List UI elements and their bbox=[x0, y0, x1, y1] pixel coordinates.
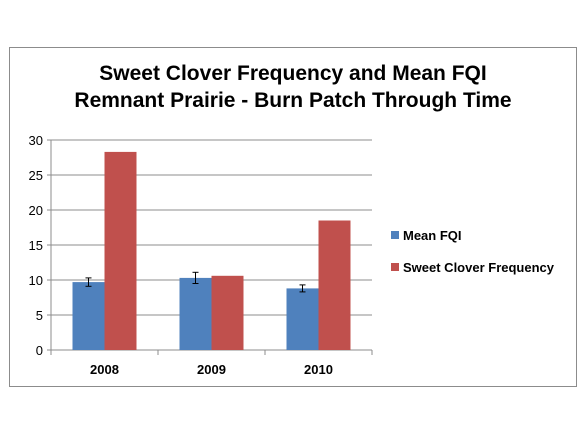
bar bbox=[318, 220, 351, 350]
bar bbox=[286, 288, 319, 350]
y-tick-label: 0 bbox=[36, 343, 43, 358]
x-tick-label: 2008 bbox=[90, 362, 119, 377]
bar-chart: 0 5 10 15 20 25 30 2008 2009 2010 Mean FQI Sweet Cl… bbox=[29, 133, 555, 377]
legend-swatch bbox=[391, 263, 399, 271]
x-tick-label: 2010 bbox=[304, 362, 333, 377]
y-tick-label: 20 bbox=[29, 203, 43, 218]
y-tick-label: 15 bbox=[29, 238, 43, 253]
legend-label: Sweet Clover Frequency bbox=[403, 260, 555, 275]
chart-title-line-2: Remnant Prairie - Burn Patch Through Tim… bbox=[74, 89, 512, 112]
y-tick-label: 10 bbox=[29, 273, 43, 288]
bar bbox=[104, 151, 137, 350]
bar bbox=[211, 275, 244, 350]
bar bbox=[179, 277, 212, 350]
chart-title-line-1: Sweet Clover Frequency and Mean FQI bbox=[99, 62, 487, 85]
chart-title: Sweet Clover Frequency and Mean FQI Remn… bbox=[10, 60, 576, 114]
x-tick-label: 2009 bbox=[197, 362, 226, 377]
legend-swatch bbox=[391, 231, 399, 239]
y-tick-label: 25 bbox=[29, 168, 43, 183]
chart-frame: Sweet Clover Frequency and Mean FQI Remn… bbox=[9, 47, 577, 387]
bar bbox=[72, 282, 105, 350]
y-tick-label: 5 bbox=[36, 308, 43, 323]
y-tick-label: 30 bbox=[29, 133, 43, 148]
legend-label: Mean FQI bbox=[403, 228, 462, 243]
